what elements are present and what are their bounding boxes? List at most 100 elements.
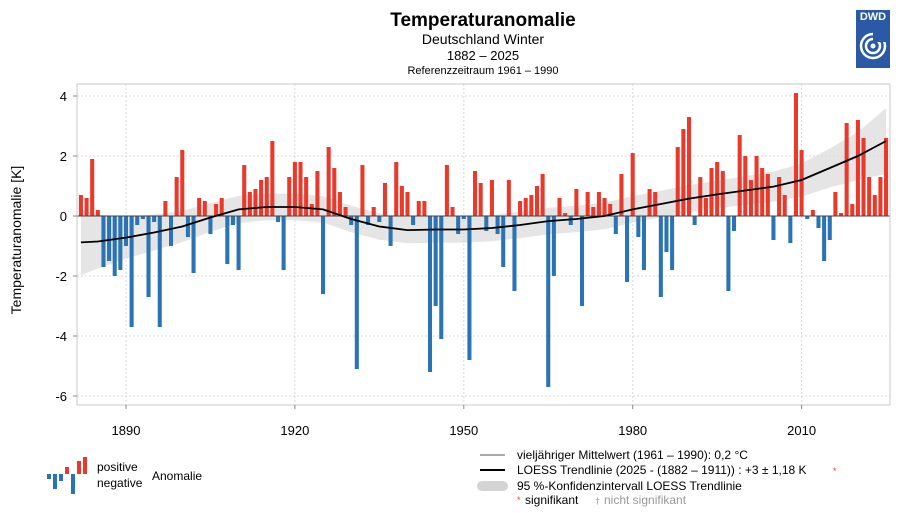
bar-2013 — [816, 216, 821, 228]
legend-anomaly-label: Anomalie — [152, 469, 202, 483]
legend-neg-bar — [59, 474, 63, 481]
bar-1903 — [197, 198, 202, 216]
bar-2016 — [833, 192, 838, 216]
bar-1989 — [681, 129, 686, 216]
legend-negative-label: negative — [97, 476, 143, 490]
bar-2020 — [855, 120, 860, 216]
bar-1882 — [78, 195, 83, 216]
bar-1994 — [709, 168, 714, 216]
dwd-logo: DWD — [856, 10, 890, 68]
bar-1891 — [129, 216, 134, 327]
reference-period: Referenzzeitraum 1961 – 1990 — [407, 65, 558, 77]
legend-neg-bar — [53, 474, 57, 489]
bar-1977 — [613, 216, 618, 234]
legend-pos-bar — [65, 467, 69, 474]
bar-1991 — [692, 216, 697, 225]
bar-1927 — [332, 168, 337, 216]
bar-1934 — [371, 207, 376, 216]
bar-1988 — [675, 147, 680, 216]
bar-1911 — [242, 165, 247, 216]
trend-line-group — [77, 140, 890, 244]
bar-1982 — [641, 216, 646, 270]
y-tick-label: 0 — [60, 209, 67, 224]
legend-ci-label: 95 %-Konfidenzintervall LOESS Trendlinie — [517, 479, 742, 493]
legend-trend-label: LOESS Trendlinie (2025 - (1882 – 1911)) … — [517, 463, 807, 477]
bar-1904 — [202, 201, 207, 216]
bar-1889 — [118, 216, 123, 270]
loess-trend-line — [80, 140, 887, 244]
bar-1892 — [135, 216, 140, 225]
bar-1948 — [450, 207, 455, 216]
bar-1980 — [630, 153, 635, 216]
bar-1997 — [726, 216, 731, 291]
bar-1917 — [275, 216, 281, 222]
bar-2004 — [765, 174, 770, 216]
legend-neg-bar — [71, 474, 75, 494]
bar-1954 — [484, 216, 489, 231]
bar-1883 — [84, 198, 89, 216]
bar-2009 — [793, 93, 798, 216]
bar-1912 — [247, 192, 252, 216]
bar-2010 — [799, 150, 804, 216]
x-tick-label: 2010 — [787, 423, 816, 438]
bar-1920 — [292, 162, 297, 216]
y-tick-label: 4 — [60, 89, 67, 104]
bar-1897 — [163, 201, 168, 216]
bar-2015 — [827, 216, 832, 240]
x-tick-label: 1890 — [112, 423, 141, 438]
bar-2024 — [878, 177, 883, 216]
bar-1946 — [439, 216, 444, 339]
bar-1944 — [427, 216, 433, 372]
bar-1959 — [512, 216, 517, 291]
bar-2006 — [777, 177, 782, 216]
dwd-swirl-icon — [859, 32, 887, 60]
bar-1968 — [563, 213, 568, 216]
bar-1932 — [360, 165, 365, 216]
anomaly-legend-icon — [47, 457, 87, 494]
bar-1995 — [715, 162, 720, 216]
bar-1902 — [191, 216, 196, 273]
bar-1943 — [422, 201, 427, 216]
y-axis: -6 -4 -2 0 2 4 — [55, 89, 77, 404]
bar-1966 — [551, 216, 556, 276]
bar-1973 — [591, 207, 596, 216]
ci-band — [80, 108, 887, 276]
bar-1921 — [298, 162, 303, 216]
bar-1990 — [686, 117, 692, 216]
legend-pos-bar — [77, 461, 81, 474]
x-tick-label: 1980 — [618, 423, 647, 438]
bar-1924 — [315, 171, 320, 216]
bar-1964 — [540, 174, 545, 216]
bar-1896 — [157, 216, 162, 327]
bar-2000 — [743, 156, 748, 216]
bar-2012 — [810, 210, 815, 216]
bar-1936 — [382, 183, 387, 216]
bar-1909 — [230, 216, 235, 225]
not-significant-icon: † — [595, 496, 600, 506]
bar-1906 — [214, 204, 219, 216]
dwd-logo-text: DWD — [859, 11, 887, 23]
bar-2007 — [782, 195, 787, 216]
bar-1993 — [703, 198, 708, 216]
bar-1945 — [433, 216, 438, 306]
bar-2017 — [838, 213, 844, 216]
bar-1929 — [343, 207, 348, 216]
bar-1890 — [123, 216, 129, 246]
bar-1937 — [388, 216, 393, 246]
bar-1972 — [585, 192, 590, 216]
legend-not-significant-label: nicht signifikant — [604, 493, 687, 507]
bar-1908 — [225, 216, 230, 264]
plot-frame — [76, 83, 891, 406]
bar-1975 — [602, 198, 607, 216]
bar-1885 — [95, 210, 100, 216]
bar-2014 — [822, 216, 827, 261]
bar-1935 — [377, 216, 382, 222]
y-tick-label: -2 — [55, 269, 67, 284]
bar-1951 — [467, 216, 472, 360]
bar-1910 — [236, 216, 241, 270]
confidence-band — [80, 108, 887, 276]
plot-area — [76, 83, 891, 406]
bar-1952 — [473, 171, 478, 216]
bar-1958 — [506, 180, 511, 216]
bar-1967 — [557, 198, 562, 216]
